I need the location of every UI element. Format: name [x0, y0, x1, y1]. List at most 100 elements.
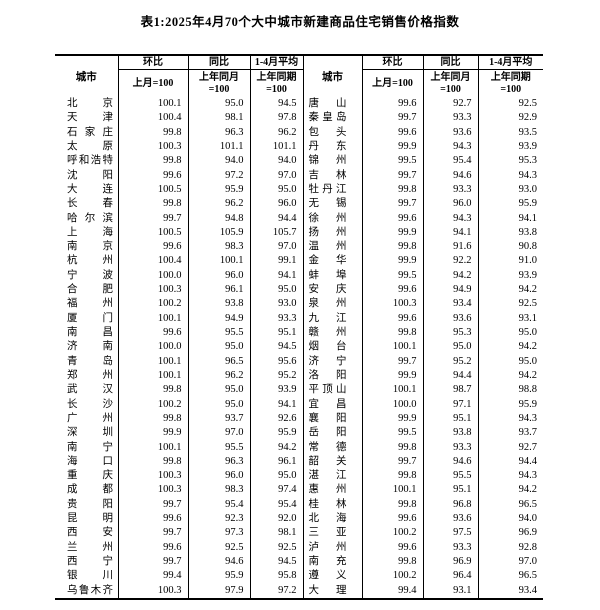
- value-cell: 100.0: [117, 340, 188, 355]
- value-cell: 93.6: [422, 125, 478, 140]
- city-name: 济宁: [308, 355, 347, 367]
- city-cell: 烟台: [302, 340, 362, 355]
- value-cell: 95.0: [249, 283, 303, 298]
- value-cell: 94.3: [422, 211, 478, 226]
- city-cell: 常德: [302, 440, 362, 455]
- value-cell: 99.9: [361, 411, 423, 427]
- value-cell: 94.9: [187, 311, 250, 326]
- value-cell: 95.0: [422, 340, 478, 355]
- value-cell: 97.0: [249, 168, 303, 183]
- city-name: 福州: [67, 298, 113, 310]
- value-cell: 96.2: [187, 368, 250, 384]
- table-row: 昆明 99.6 92.3 92.0 北海 99.6 93.6 94.0: [55, 512, 543, 527]
- value-cell: 95.0: [187, 397, 250, 412]
- value-cell: 95.1: [422, 483, 478, 498]
- value-cell: 99.9: [361, 139, 423, 155]
- value-cell: 95.5: [187, 326, 250, 341]
- value-cell: 94.4: [477, 454, 543, 470]
- value-cell: 95.9: [477, 397, 543, 412]
- value-cell: 100.0: [361, 397, 423, 412]
- value-cell: 99.8: [117, 154, 188, 169]
- header-mom-base-right: 上月=100: [361, 69, 423, 97]
- value-cell: 94.4: [249, 211, 303, 226]
- city-name: 杭州: [67, 255, 113, 267]
- value-cell: 99.6: [361, 540, 423, 555]
- value-cell: 92.5: [187, 540, 250, 555]
- value-cell: 100.2: [361, 569, 423, 584]
- city-name: 徐州: [308, 212, 347, 224]
- city-cell: 湛江: [302, 469, 362, 484]
- table-row: 石家庄 99.8 96.3 96.2 包头 99.6 93.6 93.5: [55, 125, 543, 140]
- value-cell: 94.3: [477, 411, 543, 427]
- table-row: 西宁 99.7 94.6 94.5 南充 99.8 96.9 97.0: [55, 555, 543, 570]
- table-row: 海口 99.8 96.3 96.1 韶关 99.7 94.6 94.4: [55, 454, 543, 470]
- value-cell: 105.7: [249, 225, 303, 241]
- value-cell: 95.1: [422, 411, 478, 427]
- value-cell: 99.6: [117, 168, 188, 183]
- header-avg-base-right: 上年同期 =100: [477, 69, 543, 97]
- value-cell: 99.7: [361, 111, 423, 126]
- city-cell: 岳阳: [302, 426, 362, 441]
- value-cell: 99.9: [361, 368, 423, 384]
- city-name: 兰州: [67, 541, 113, 553]
- table-row: 郑州 100.1 96.2 95.2 洛阳 99.9 94.4 94.2: [55, 368, 543, 384]
- value-cell: 94.3: [477, 469, 543, 484]
- city-cell: 海口: [55, 455, 118, 469]
- city-name: 蚌埠: [308, 269, 347, 281]
- value-cell: 93.4: [422, 297, 478, 312]
- value-cell: 98.1: [249, 526, 303, 541]
- value-cell: 99.9: [361, 254, 423, 269]
- value-cell: 99.8: [361, 240, 423, 255]
- city-name: 乌鲁木齐: [67, 584, 113, 596]
- value-cell: 94.4: [422, 368, 478, 384]
- city-cell: 大理: [302, 583, 362, 599]
- value-cell: 96.0: [187, 469, 250, 484]
- value-cell: 93.8: [187, 297, 250, 312]
- value-cell: 94.6: [422, 168, 478, 183]
- table-row: 杭州 100.4 100.1 99.1 金华 99.9 92.2 91.0: [55, 254, 543, 269]
- value-cell: 93.7: [477, 426, 543, 441]
- value-cell: 100.2: [117, 397, 188, 412]
- city-cell: 厦门: [55, 312, 118, 326]
- value-cell: 94.8: [187, 211, 250, 226]
- value-cell: 100.1: [117, 368, 188, 384]
- city-name: 长春: [67, 198, 113, 210]
- value-cell: 99.9: [361, 225, 423, 241]
- value-cell: 93.9: [477, 268, 543, 284]
- value-cell: 100.3: [361, 297, 423, 312]
- city-name: 青岛: [67, 355, 113, 367]
- value-cell: 99.6: [361, 311, 423, 326]
- city-name: 大连: [67, 183, 113, 195]
- value-cell: 105.9: [187, 225, 250, 241]
- city-cell: 深圳: [55, 426, 118, 440]
- value-cell: 94.2: [477, 340, 543, 355]
- city-cell: 北海: [302, 512, 362, 527]
- table-row: 北京 100.1 95.0 94.5 唐山 99.6 92.7 92.5: [55, 97, 543, 112]
- table-row: 福州 100.2 93.8 93.0 泉州 100.3 93.4 92.5: [55, 297, 543, 312]
- city-name: 宜昌: [308, 398, 347, 410]
- value-cell: 99.5: [361, 268, 423, 284]
- city-name: 南昌: [67, 327, 113, 338]
- value-cell: 92.5: [477, 297, 543, 312]
- table-row: 天津 100.4 98.1 97.8 秦皇岛 99.7 93.3 92.9: [55, 111, 543, 126]
- city-cell: 无锡: [302, 197, 362, 212]
- value-cell: 96.8: [422, 497, 478, 513]
- city-cell: 丹东: [302, 139, 362, 155]
- table-row: 呼和浩特 99.8 94.0 94.0 锦州 99.5 95.4 95.3: [55, 154, 543, 169]
- header-avg-base-left: 上年同期 =100: [249, 69, 303, 97]
- value-cell: 100.1: [117, 311, 188, 326]
- value-cell: 94.0: [477, 512, 543, 527]
- value-cell: 100.1: [361, 383, 423, 398]
- value-cell: 93.4: [477, 583, 543, 599]
- city-name: 南宁: [67, 441, 113, 453]
- value-cell: 97.0: [187, 426, 250, 441]
- city-name: 银川: [67, 570, 113, 582]
- value-cell: 99.5: [361, 426, 423, 441]
- city-name: 北海: [308, 513, 347, 525]
- table-row: 贵阳 99.7 95.4 95.4 桂林 99.8 96.8 96.5: [55, 497, 543, 513]
- value-cell: 95.4: [422, 154, 478, 169]
- value-cell: 94.1: [249, 397, 303, 412]
- value-cell: 98.8: [477, 383, 543, 398]
- value-cell: 99.7: [361, 197, 423, 212]
- city-cell: 南京: [55, 240, 118, 254]
